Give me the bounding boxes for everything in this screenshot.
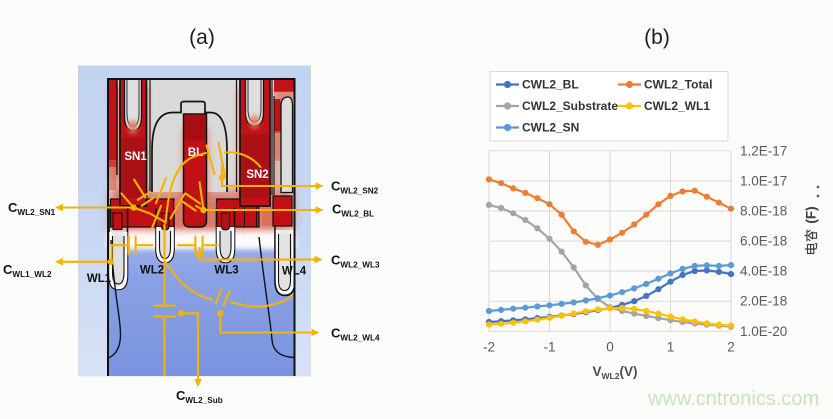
svg-text:CWL2_Substrate: CWL2_Substrate bbox=[522, 99, 618, 113]
svg-text:1.0E-17: 1.0E-17 bbox=[740, 174, 787, 189]
svg-text:0: 0 bbox=[606, 340, 614, 355]
svg-text:2.0E-18: 2.0E-18 bbox=[740, 294, 787, 309]
svg-text:8.0E-18: 8.0E-18 bbox=[740, 204, 787, 219]
svg-text:(a): (a) bbox=[189, 26, 215, 49]
svg-text:WL4: WL4 bbox=[282, 266, 307, 278]
svg-text:www.cntronics.com: www.cntronics.com bbox=[647, 388, 819, 410]
svg-text:WL1: WL1 bbox=[87, 273, 112, 285]
svg-text:CWL2_BL: CWL2_BL bbox=[522, 78, 579, 92]
svg-text:6.0E-18: 6.0E-18 bbox=[740, 234, 787, 249]
svg-text:CWL2_Total: CWL2_Total bbox=[644, 78, 712, 92]
svg-text:1: 1 bbox=[667, 340, 675, 355]
svg-text:-2: -2 bbox=[483, 340, 495, 355]
svg-text:(b): (b) bbox=[644, 26, 670, 49]
svg-text:CWL2_WL1: CWL2_WL1 bbox=[644, 99, 710, 113]
svg-text:WL3: WL3 bbox=[214, 265, 238, 277]
svg-text:SN2: SN2 bbox=[246, 169, 268, 181]
svg-text:WL2: WL2 bbox=[140, 265, 164, 277]
svg-text:4.0E-18: 4.0E-18 bbox=[740, 264, 787, 279]
svg-text:1.2E-17: 1.2E-17 bbox=[740, 144, 787, 159]
svg-text:-1: -1 bbox=[543, 340, 555, 355]
svg-text:(F): (F) bbox=[804, 206, 819, 223]
svg-text:2: 2 bbox=[727, 340, 735, 355]
svg-text:1.0E-20: 1.0E-20 bbox=[740, 324, 787, 339]
svg-text:SN1: SN1 bbox=[124, 151, 147, 163]
svg-text:CWL2_SN: CWL2_SN bbox=[522, 121, 579, 135]
